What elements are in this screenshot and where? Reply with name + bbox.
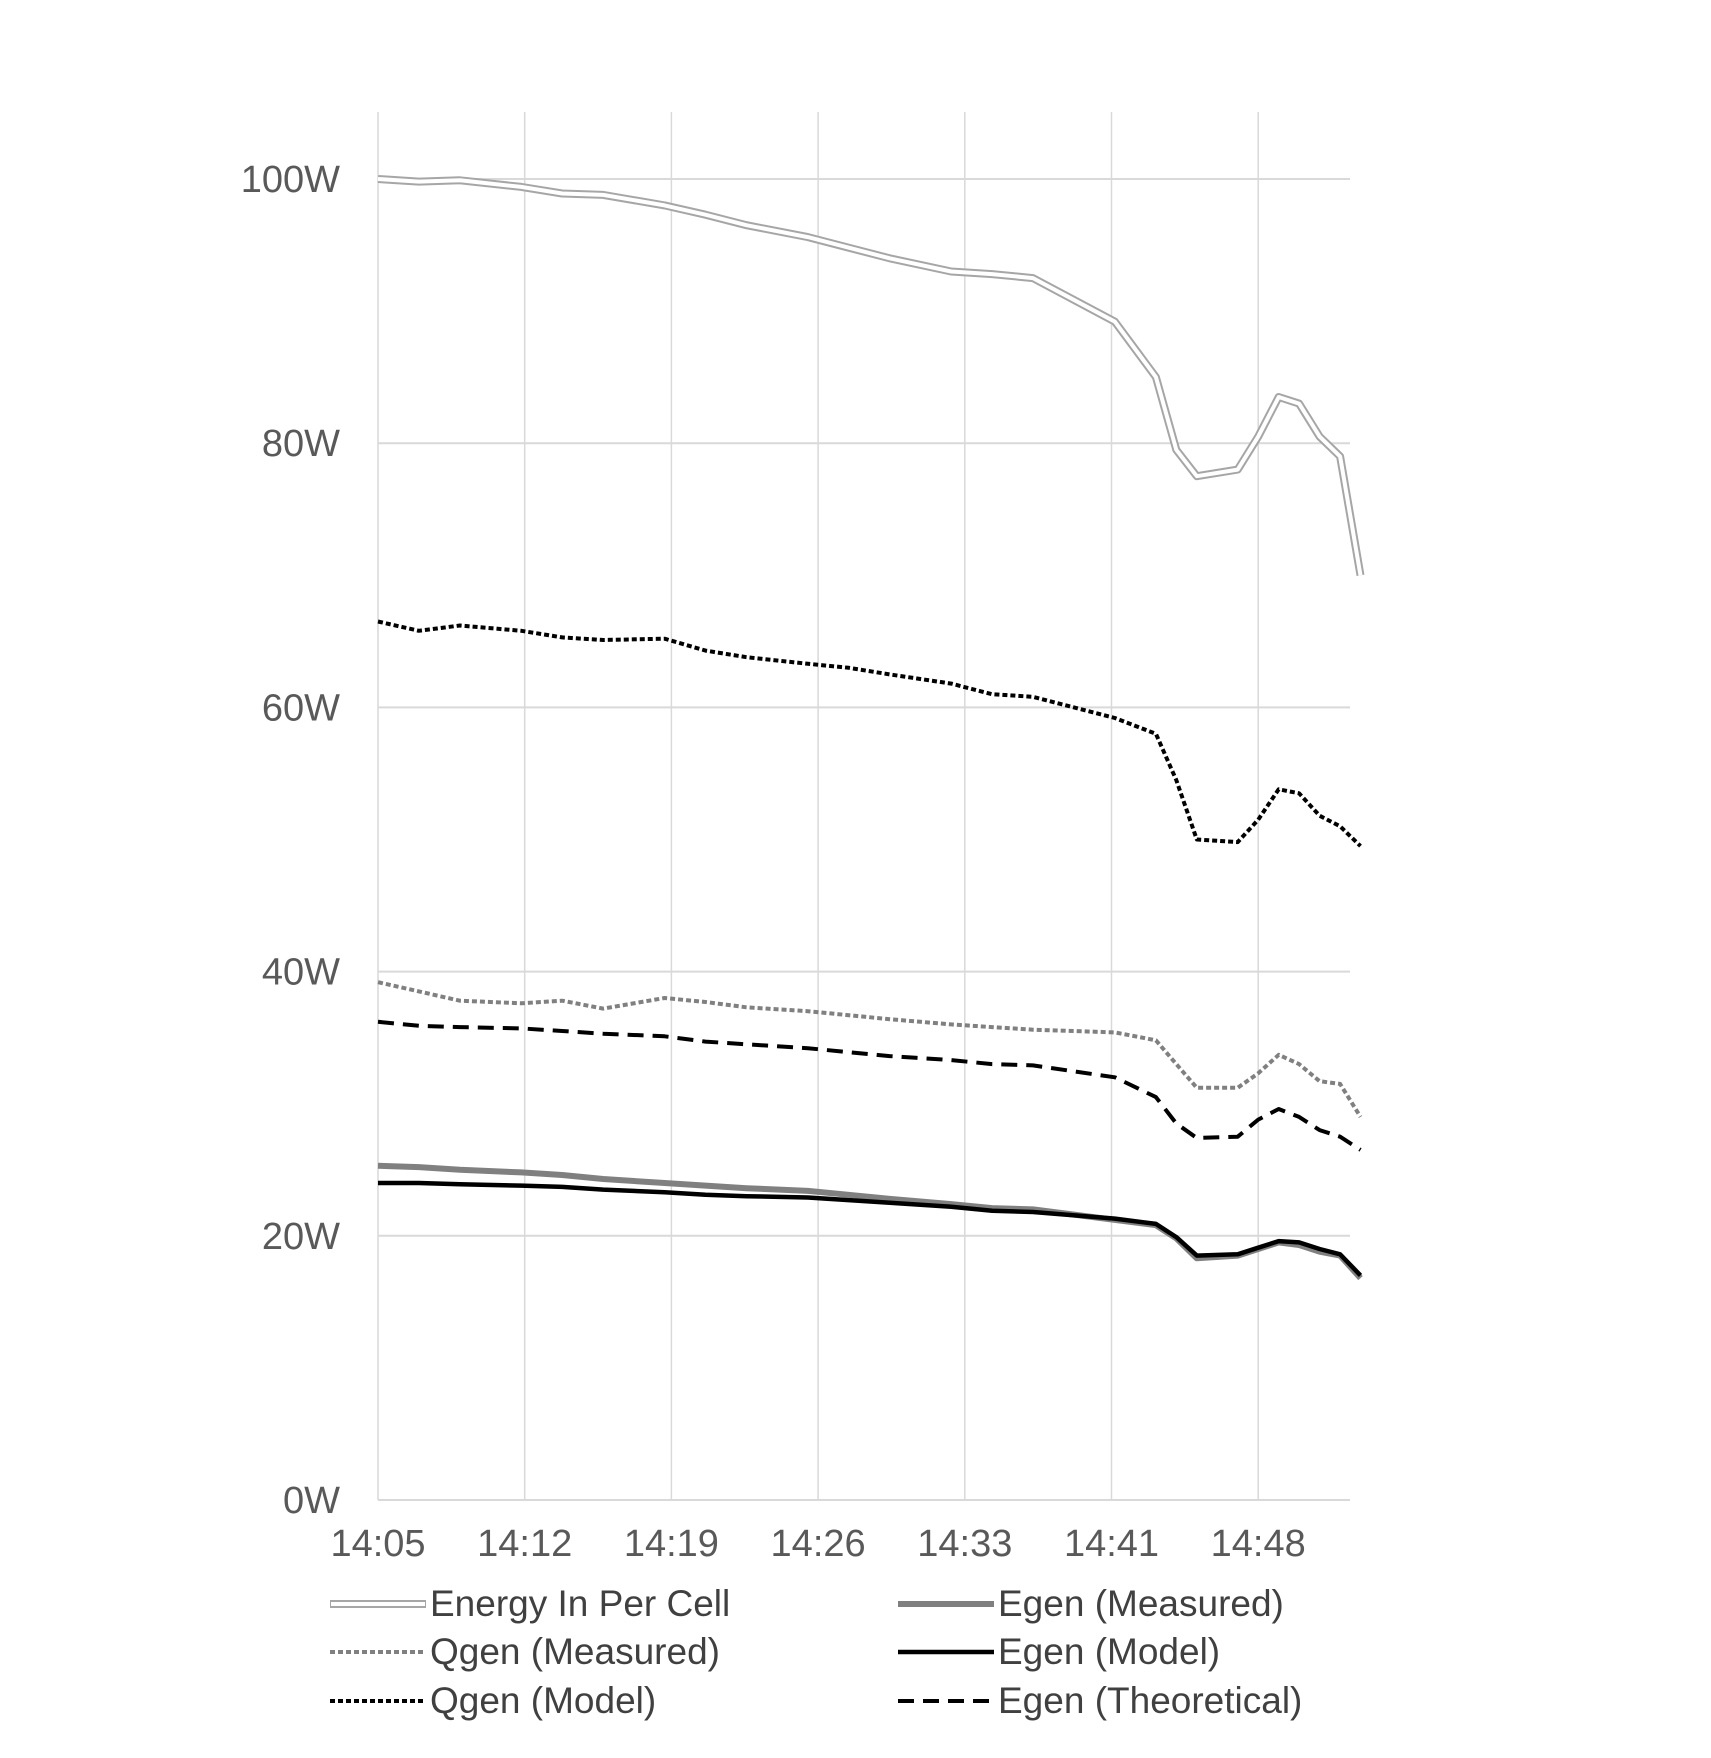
legend-item: Egen (Model): [898, 1631, 1220, 1672]
y-tick-label: 80W: [262, 423, 340, 465]
legend-label: Qgen (Measured): [430, 1631, 720, 1672]
x-tick-label: 14:19: [624, 1523, 719, 1565]
legend-item: Egen (Theoretical): [898, 1680, 1302, 1721]
y-tick-label: 20W: [262, 1216, 340, 1258]
series-qgen-measured: [377, 980, 1363, 1118]
legend-label: Qgen (Model): [430, 1680, 656, 1721]
series-line: [377, 619, 1362, 848]
series-line: [378, 1180, 1363, 1277]
series-egen-theoretical: [377, 1019, 1362, 1152]
y-tick-label: 60W: [262, 687, 340, 729]
legend-label: Egen (Theoretical): [998, 1680, 1302, 1721]
gridlines: [377, 112, 1350, 1501]
plot-series: [377, 175, 1365, 1281]
legend-item: Qgen (Measured): [330, 1631, 720, 1672]
x-axis-tick-labels: 14:05 14:12 14:19 14:26 14:33 14:41 14:48: [330, 1523, 1305, 1565]
series-qgen-model: [377, 619, 1362, 848]
y-axis-tick-labels: 0W 20W 40W 60W 80W 100W: [241, 159, 340, 1522]
legend-label: Energy In Per Cell: [430, 1583, 730, 1624]
y-tick-label: 40W: [262, 952, 340, 994]
series-line: [377, 1019, 1362, 1152]
y-tick-label: 0W: [283, 1480, 340, 1522]
series-line: [377, 980, 1363, 1118]
legend: Energy In Per Cell Qgen (Measured) Qgen (M…: [330, 1583, 1302, 1721]
series-energy-in-per-cell: [377, 175, 1365, 576]
x-tick-label: 14:12: [477, 1523, 572, 1565]
series-egen-model: [378, 1180, 1363, 1277]
legend-label: Egen (Model): [998, 1631, 1220, 1672]
x-tick-label: 14:33: [917, 1523, 1012, 1565]
x-tick-label: 14:05: [330, 1523, 425, 1565]
x-tick-label: 14:41: [1064, 1523, 1159, 1565]
legend-item: Egen (Measured): [898, 1583, 1284, 1624]
y-tick-label: 100W: [241, 159, 340, 201]
legend-label: Egen (Measured): [998, 1583, 1284, 1624]
x-tick-label: 14:48: [1211, 1523, 1306, 1565]
series-line-inner: [377, 177, 1363, 576]
x-tick-label: 14:26: [771, 1523, 866, 1565]
legend-item: Qgen (Model): [330, 1680, 656, 1721]
legend-item: Energy In Per Cell: [330, 1583, 730, 1624]
